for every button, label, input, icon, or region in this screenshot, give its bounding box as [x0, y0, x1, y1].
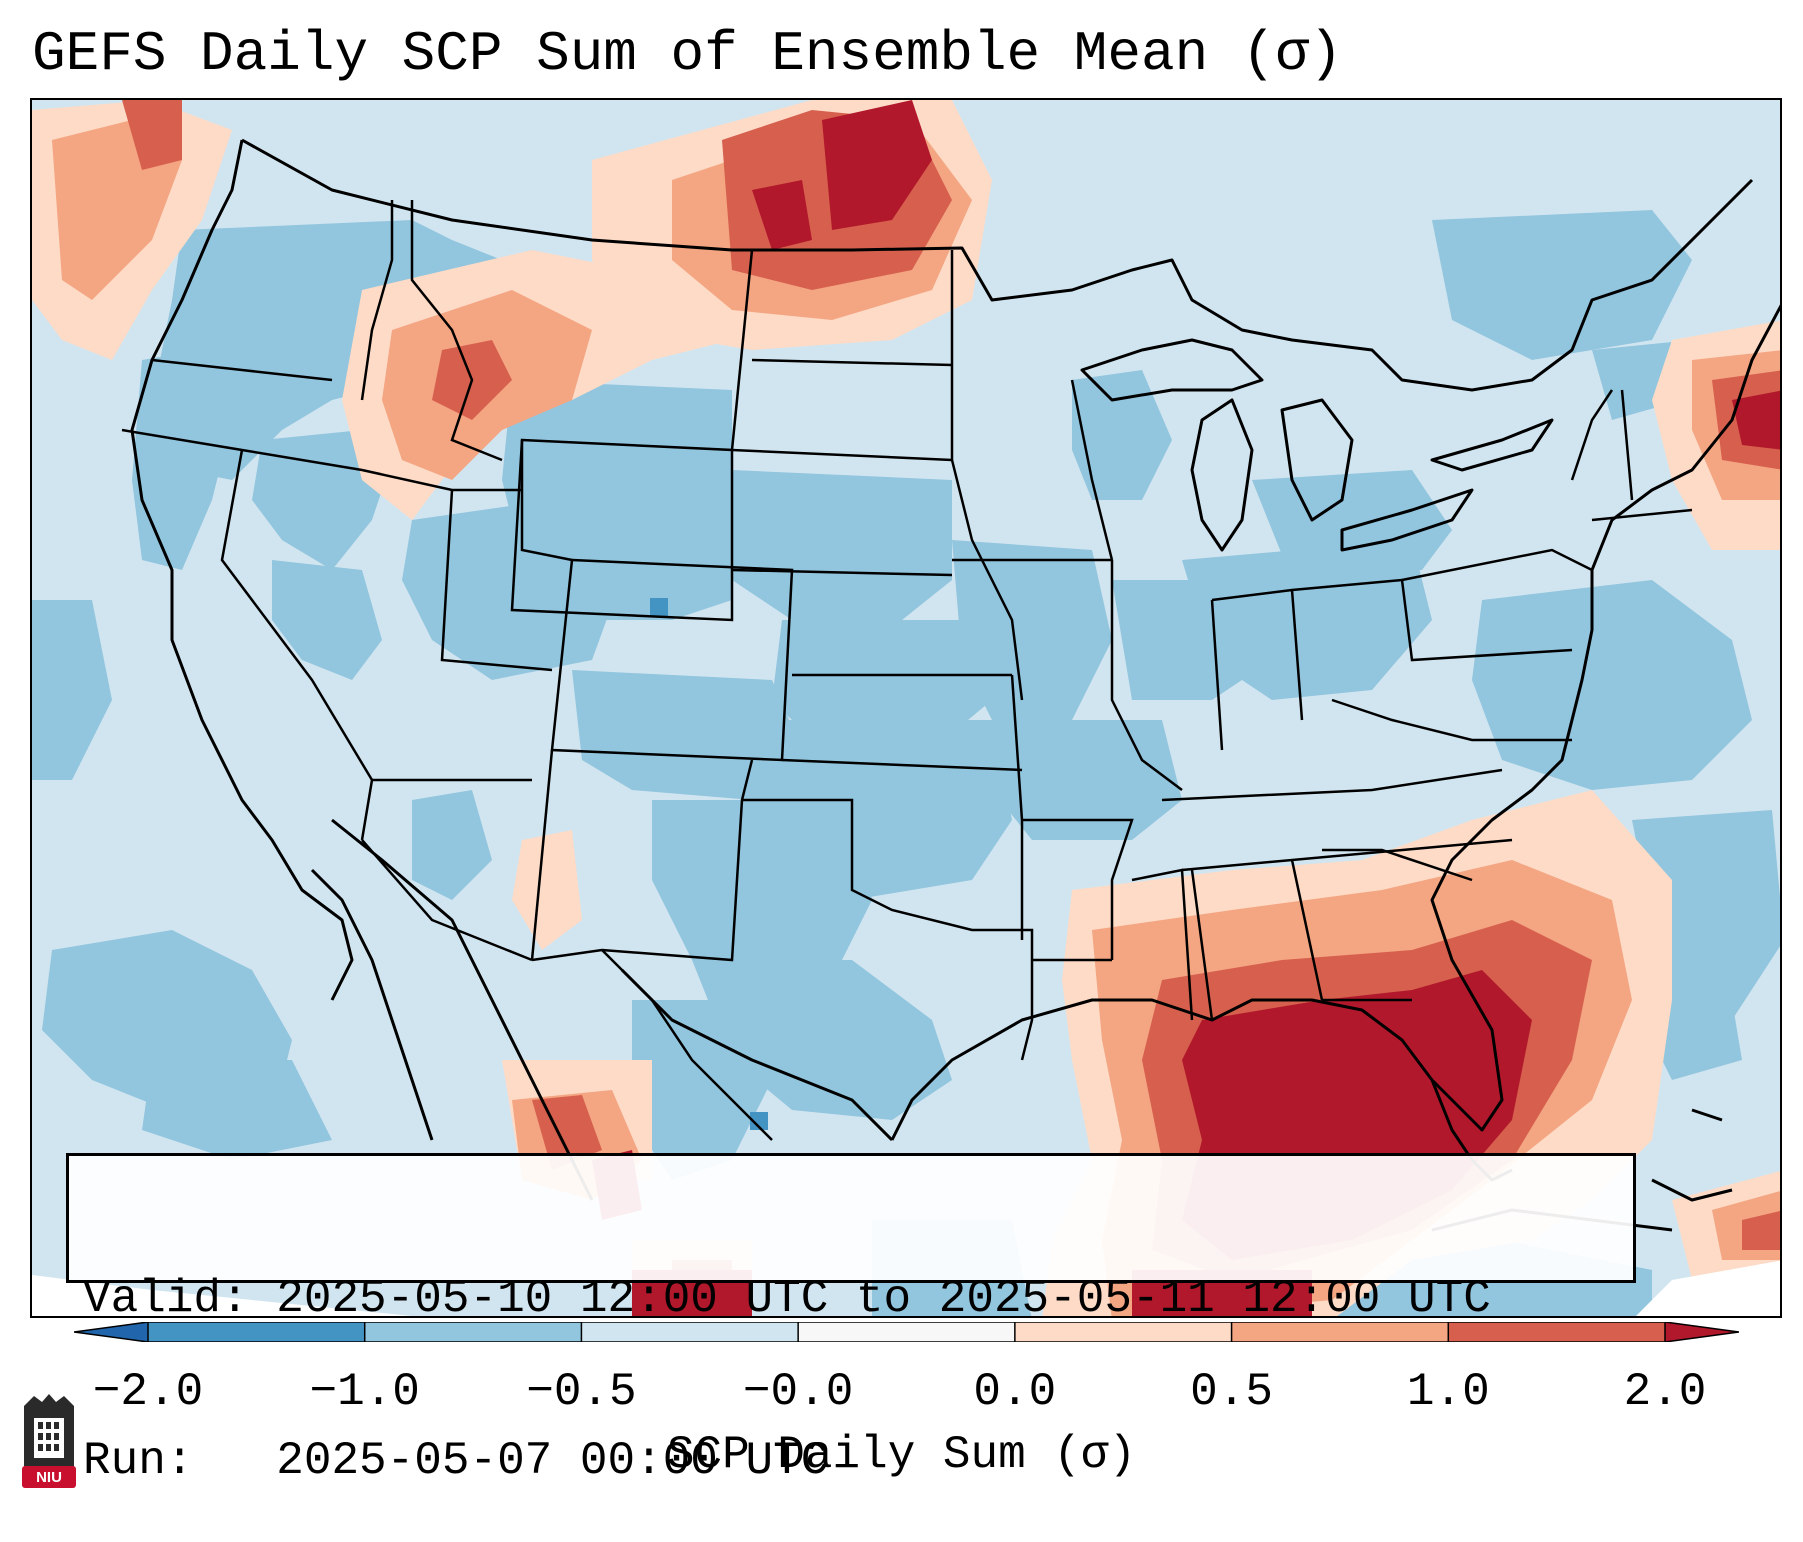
niu-logo: NIU	[20, 1392, 78, 1488]
colorbar-tick-label: 1.0	[1406, 1366, 1490, 1418]
strong-negative-spots	[650, 598, 768, 1130]
logo-wordmark: NIU	[36, 1469, 62, 1486]
negative-anomaly-regions	[32, 210, 1780, 1316]
state-borders	[121, 200, 1693, 1141]
colorbar-bin	[1014, 1322, 1233, 1342]
colorbar-tick-label: 0.5	[1190, 1366, 1273, 1418]
map-panel	[30, 98, 1782, 1318]
colorbar-tick-label: 2.0	[1623, 1366, 1707, 1418]
colorbar-bin	[1231, 1322, 1449, 1342]
map-canvas	[32, 100, 1780, 1316]
colorbar-tick-label: −2.0	[92, 1366, 204, 1418]
colorbar-bin	[1448, 1322, 1666, 1342]
colorbar-over-arrow	[1665, 1322, 1739, 1342]
map-edge-mask-right	[1636, 1260, 1780, 1316]
colorbar-label: SCP Daily Sum (σ)	[666, 1429, 1137, 1481]
university-seal-icon	[22, 1394, 76, 1488]
run-time-line: Run: 2025-05-07 00:00 UTC	[83, 1435, 829, 1487]
colorbar-tick-label: −1.0	[309, 1366, 420, 1418]
map-title: GEFS Daily SCP Sum of Ensemble Mean (σ)	[32, 22, 1343, 86]
colorbar-bin	[148, 1322, 366, 1342]
colorbar-tick-label: 0.0	[973, 1366, 1057, 1418]
colorbar-bin	[581, 1322, 799, 1342]
colorbar-bin	[364, 1322, 583, 1342]
map-edge-mask	[32, 1275, 412, 1316]
colorbar-tick-label: −0.5	[526, 1366, 637, 1418]
colorbar	[74, 1322, 1739, 1342]
valid-time-line: Valid: 2025-05-10 12:00 UTC to 2025-05-1…	[83, 1273, 1491, 1325]
colorbar-bins	[148, 1322, 1666, 1342]
colorbar-under-arrow	[74, 1322, 148, 1342]
colorbar-tick-label: −0.0	[742, 1366, 854, 1418]
valid-time-box: Valid: 2025-05-10 12:00 UTC to 2025-05-1…	[66, 1153, 1636, 1487]
colorbar-bin	[798, 1322, 1016, 1342]
